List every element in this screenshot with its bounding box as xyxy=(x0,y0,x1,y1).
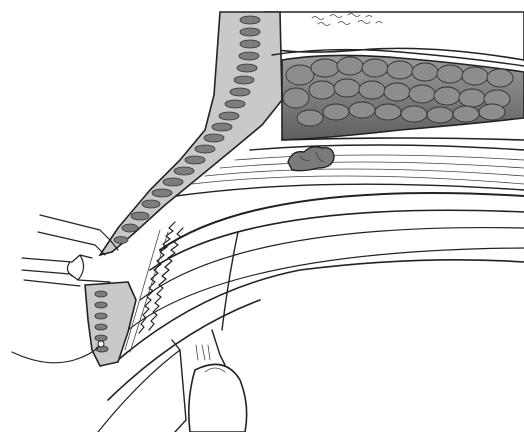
accessory-gland xyxy=(287,145,335,172)
lens-iris xyxy=(171,329,248,432)
orbital-roof xyxy=(264,11,524,61)
orbital-rim-bone xyxy=(98,11,283,257)
bone-marrow-ovals xyxy=(113,15,261,244)
conjunctiva-edge xyxy=(221,231,239,331)
globe xyxy=(97,192,524,432)
fat-lobules xyxy=(282,56,514,127)
lid-ovals xyxy=(94,290,109,353)
retractor-lines xyxy=(21,214,119,287)
orbital-fat xyxy=(271,48,524,141)
septum-layers xyxy=(175,137,524,197)
suture-thread xyxy=(11,340,105,364)
sinus-dots xyxy=(311,13,383,26)
